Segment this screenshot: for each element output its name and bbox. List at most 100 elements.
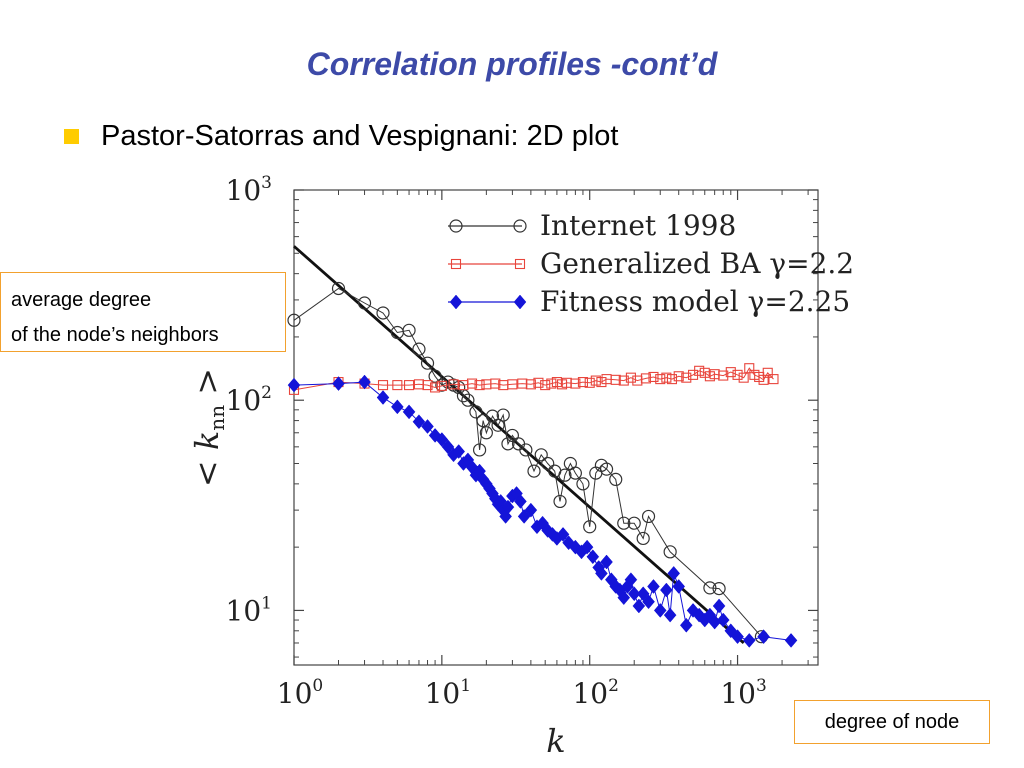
data-point-ba	[625, 372, 636, 383]
data-point-ba	[762, 367, 773, 378]
data-point-ba	[533, 377, 544, 388]
data-point-internet	[583, 520, 597, 534]
data-point-fitness	[647, 579, 660, 594]
data-point-ba	[718, 370, 729, 381]
data-point-ba	[448, 379, 459, 390]
data-point-fitness	[667, 566, 681, 581]
data-point-ba	[768, 374, 779, 385]
data-point-internet	[712, 582, 726, 596]
data-point-ba	[404, 380, 415, 391]
data-point-ba	[744, 363, 755, 374]
series-internet	[287, 281, 769, 644]
legend-label: Fitness model γ=2.25	[540, 285, 850, 318]
data-point-fitness	[595, 566, 608, 581]
data-point-fitness	[421, 419, 434, 434]
data-point-ba	[738, 372, 749, 383]
legend-label: Generalized BA γ=2.2	[540, 247, 854, 280]
data-point-fitness	[499, 509, 512, 524]
data-point-ba	[466, 378, 478, 389]
data-point-fitness	[452, 444, 466, 459]
data-point-fitness	[376, 390, 390, 405]
series-fitness	[287, 374, 798, 648]
callout-line-1: average degree	[11, 289, 152, 311]
data-point-internet	[663, 545, 677, 559]
data-point-internet	[558, 468, 572, 482]
data-point-ba	[377, 380, 389, 391]
data-point-fitness	[287, 377, 301, 393]
y-tick-label: 101	[226, 593, 272, 627]
data-point-ba	[640, 373, 651, 384]
data-point-fitness	[624, 572, 638, 588]
legend-entry-internet: Internet 1998	[448, 209, 736, 242]
data-point-ba	[596, 377, 607, 388]
data-point-ba	[590, 375, 601, 386]
data-point-internet	[627, 516, 641, 530]
data-point-fitness	[580, 539, 594, 555]
data-point-fitness	[617, 590, 631, 606]
data-point-ba	[570, 378, 581, 389]
data-point-internet	[576, 477, 590, 491]
data-point-internet	[527, 464, 541, 478]
data-point-fitness	[435, 432, 449, 447]
data-point-fitness	[663, 607, 677, 623]
data-point-fitness	[642, 594, 655, 610]
data-point-internet	[376, 306, 390, 320]
data-point-internet	[461, 393, 475, 407]
data-point-internet	[534, 448, 548, 462]
data-point-fitness	[556, 526, 570, 542]
callout-node-degree-text: degree of node	[824, 710, 960, 733]
series-ba	[288, 363, 779, 395]
data-point-fitness	[627, 586, 641, 602]
data-point-fitness	[501, 499, 515, 515]
callout-node-degree: degree of node	[794, 700, 990, 744]
data-point-internet	[357, 296, 372, 310]
data-point-fitness	[600, 554, 613, 570]
data-point-fitness	[586, 549, 600, 565]
data-point-ba	[661, 372, 672, 383]
data-point-ba	[507, 379, 518, 390]
data-point-fitness	[716, 612, 730, 628]
x-tick-label: 101	[425, 676, 471, 710]
callout-avg-neighbor-degree: average degree of the node’s neighbors	[0, 272, 286, 352]
data-point-ba	[610, 374, 621, 385]
data-point-internet	[472, 443, 487, 457]
data-point-internet	[568, 466, 582, 480]
data-point-internet	[703, 581, 717, 595]
data-point-internet	[501, 437, 515, 451]
data-point-internet	[617, 516, 631, 530]
plot-frame	[293, 189, 819, 666]
data-point-internet	[420, 356, 435, 370]
data-point-ba	[546, 378, 557, 389]
legend-marker	[514, 258, 526, 270]
data-point-fitness	[757, 629, 770, 645]
data-point-fitness	[712, 598, 726, 614]
data-point-fitness	[412, 414, 426, 430]
legend-marker	[450, 258, 462, 270]
legend-label: Internet 1998	[540, 209, 736, 242]
data-point-fitness	[402, 404, 416, 420]
legend-entry-ba: Generalized BA γ=2.2	[448, 247, 854, 280]
data-point-internet	[412, 342, 426, 356]
data-point-ba	[694, 365, 705, 376]
data-point-fitness	[784, 633, 798, 648]
x-tick-label: 100	[277, 676, 323, 710]
data-point-ba	[551, 377, 562, 388]
data-point-fitness	[731, 629, 744, 645]
data-point-ba	[436, 380, 447, 391]
data-point-ba	[673, 371, 684, 382]
data-point-fitness	[391, 399, 404, 415]
square-bullet-icon	[64, 129, 79, 144]
data-point-internet	[599, 462, 614, 476]
data-point-ba	[392, 380, 403, 391]
data-point-internet	[553, 494, 567, 509]
data-point-ba	[666, 374, 678, 385]
data-point-fitness	[524, 502, 538, 518]
data-point-internet	[428, 369, 442, 383]
data-point-fitness	[660, 582, 673, 598]
series-line-fitness	[293, 381, 792, 641]
data-point-ba	[732, 369, 743, 380]
y-tick-label: 103	[226, 173, 272, 207]
x-tick-label: 103	[720, 676, 766, 710]
data-point-internet	[641, 509, 656, 524]
